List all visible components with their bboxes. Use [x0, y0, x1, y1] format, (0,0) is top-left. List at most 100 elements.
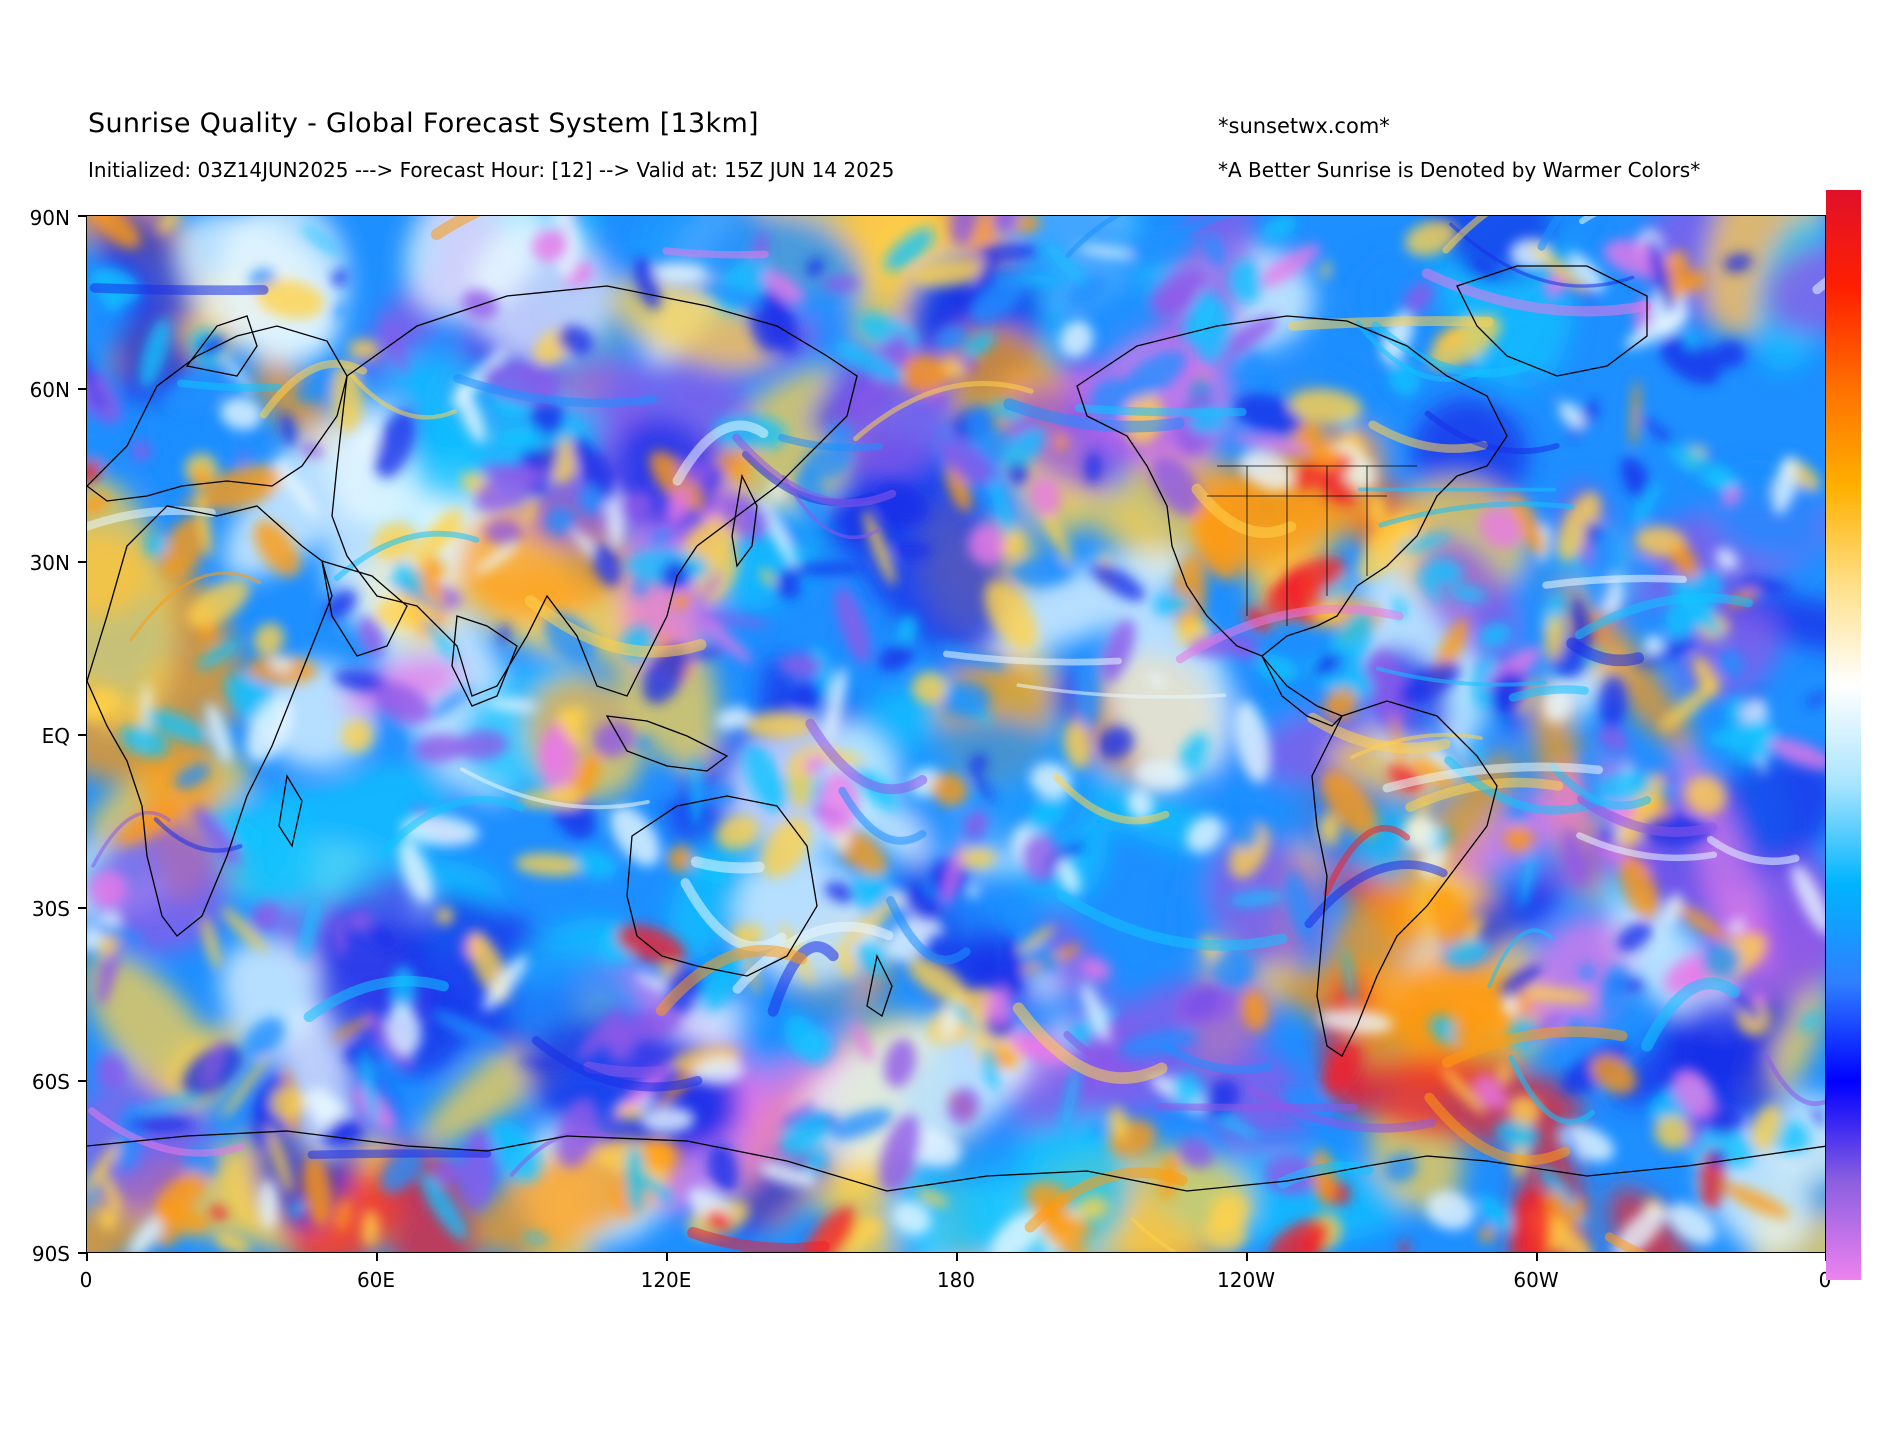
field-speck	[1318, 1009, 1393, 1034]
field-speck	[324, 589, 357, 619]
field-speck	[705, 1209, 733, 1233]
field-speck	[1498, 1063, 1510, 1085]
field-speck	[892, 541, 933, 560]
field-speck	[1001, 531, 1025, 558]
field-blob	[159, 562, 244, 722]
field-speck	[1079, 957, 1111, 981]
field-speck	[1478, 622, 1512, 649]
field-speck	[1417, 572, 1444, 603]
field-speck	[802, 755, 827, 773]
xtick-label: 60E	[356, 1268, 396, 1292]
field-speck	[1027, 789, 1069, 833]
field-speck	[1211, 947, 1252, 990]
field-speck	[332, 1016, 372, 1042]
field-speck	[1706, 1104, 1741, 1136]
field-speck	[545, 507, 576, 535]
field-speck	[1204, 1213, 1247, 1252]
field-speck	[335, 1197, 352, 1232]
field-speck	[1043, 241, 1086, 285]
field-speck	[942, 839, 964, 909]
field-blob	[1773, 1092, 1825, 1181]
ytick-mark	[78, 1252, 86, 1254]
field-speck	[515, 853, 586, 877]
field-speck	[968, 883, 979, 900]
field-speck	[258, 1179, 279, 1230]
ytick-mark	[78, 734, 86, 736]
field-speck	[268, 656, 293, 672]
coast-madagascar	[278, 774, 303, 848]
field-speck	[1229, 634, 1259, 661]
field-speck	[1590, 1054, 1637, 1095]
field-speck	[779, 653, 823, 678]
field-speck	[1127, 788, 1154, 821]
field-speck	[1383, 1152, 1418, 1183]
field-speck	[618, 491, 653, 520]
field-speck	[285, 472, 319, 519]
field-speck	[1515, 367, 1559, 400]
map-title: Sunrise Quality - Global Forecast System…	[88, 108, 759, 139]
field-speck	[523, 498, 538, 526]
field-speck	[783, 1014, 819, 1059]
field-speck	[280, 411, 296, 446]
xtick-label: 60W	[1513, 1268, 1559, 1292]
coast-australia	[626, 795, 818, 977]
field-speck	[160, 516, 208, 579]
field-speck	[1441, 1067, 1486, 1116]
field-streak	[732, 433, 897, 507]
field-streak	[767, 941, 839, 1017]
field-speck	[1719, 1182, 1790, 1218]
field-speck	[665, 487, 692, 525]
field-speck	[1428, 315, 1502, 370]
field-speck	[484, 519, 524, 546]
source-site: *sunsetwx.com*	[1218, 114, 1390, 138]
field-speck	[87, 349, 104, 412]
field-speck	[392, 561, 424, 593]
field-speck	[220, 397, 263, 431]
field-speck	[1595, 769, 1652, 805]
field-speck	[975, 216, 1006, 243]
field-speck	[1133, 759, 1188, 791]
field-speck	[197, 335, 227, 356]
field-speck	[1751, 1104, 1782, 1152]
field-speck	[775, 572, 802, 600]
field-blob	[1608, 1187, 1699, 1252]
field-streak	[333, 530, 480, 582]
field-speck	[758, 496, 798, 570]
ytick-mark	[78, 1080, 86, 1082]
field-speck	[1319, 474, 1357, 505]
field-speck	[863, 509, 896, 587]
field-speck	[156, 1225, 180, 1247]
field-speck	[1120, 349, 1188, 400]
field-speck	[758, 1162, 818, 1188]
field-streak	[1566, 637, 1645, 667]
field-streak	[1003, 398, 1185, 433]
field-speck	[203, 464, 282, 510]
field-speck	[1499, 964, 1542, 998]
field-speck	[1403, 281, 1434, 316]
field-speck	[1597, 726, 1630, 752]
field-speck	[1084, 451, 1103, 484]
field-speck	[1015, 926, 1055, 956]
field-speck	[1452, 1018, 1485, 1052]
field-speck	[593, 721, 635, 758]
field-speck	[1445, 938, 1490, 967]
field-speck	[842, 894, 903, 947]
field-streak	[1641, 977, 1741, 1052]
field-speck	[1478, 1226, 1496, 1243]
field-speck	[270, 1086, 305, 1121]
field-speck	[782, 562, 866, 576]
field-speck	[742, 712, 814, 739]
field-speck	[1702, 942, 1741, 981]
field-speck	[126, 1116, 195, 1133]
field-speck	[1044, 842, 1085, 867]
field-speck	[518, 1058, 570, 1070]
field-streak	[942, 650, 1122, 666]
field-speck	[824, 667, 847, 744]
field-speck	[1404, 817, 1439, 851]
field-speck	[640, 1138, 679, 1171]
field-speck	[246, 697, 294, 763]
field-speck	[1682, 329, 1698, 350]
field-speck	[1318, 813, 1341, 846]
field-streak	[1382, 762, 1603, 793]
field-speck	[896, 615, 918, 645]
